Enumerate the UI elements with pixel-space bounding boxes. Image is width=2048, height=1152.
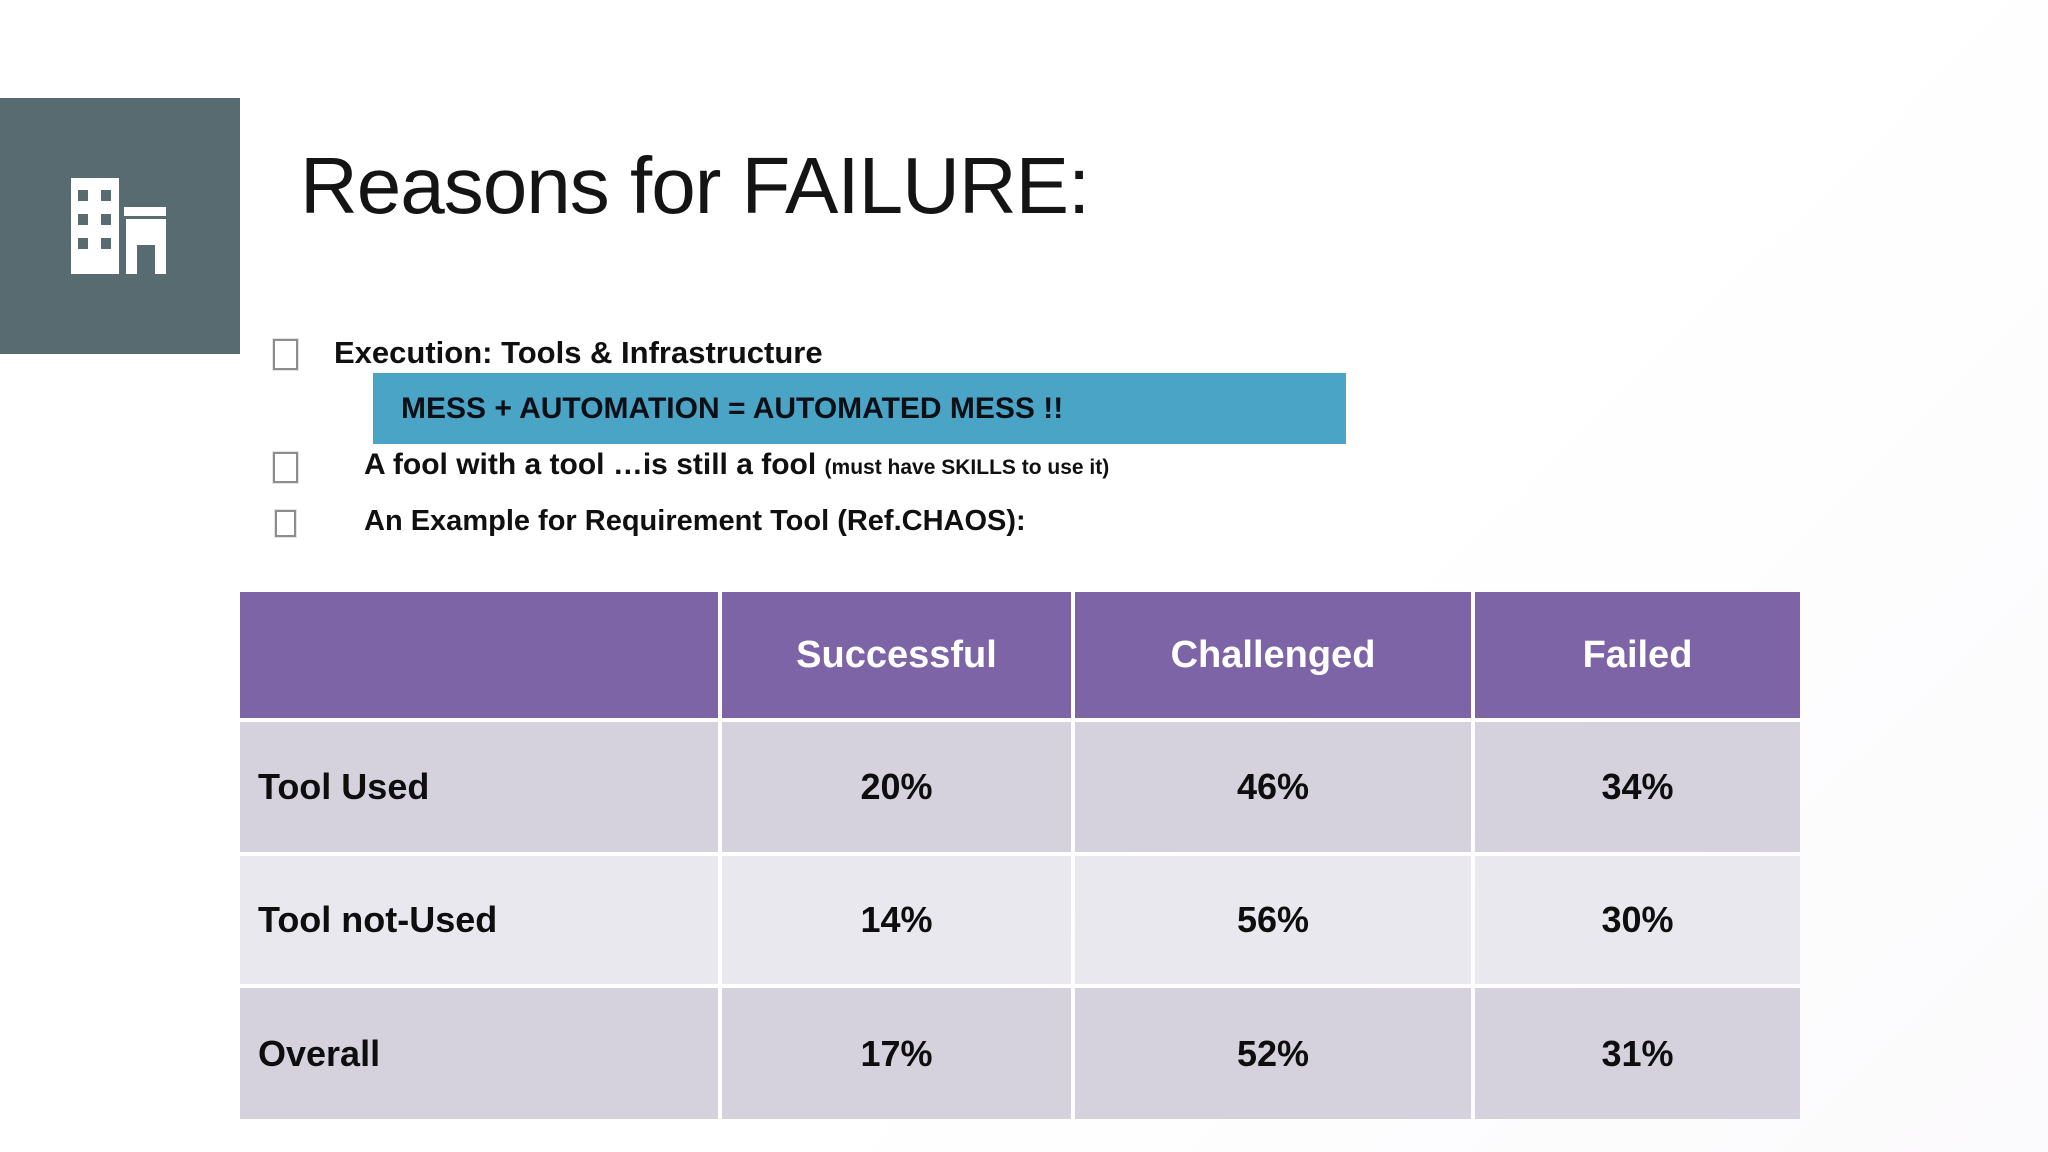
cell-overall-challenged: 52% bbox=[1075, 988, 1471, 1119]
bullet-execution-tools: Execution: Tools & Infrastructure bbox=[334, 335, 823, 370]
highlight-banner: MESS + AUTOMATION = AUTOMATED MESS !! bbox=[373, 373, 1346, 444]
cell-overall-failed: 31% bbox=[1475, 988, 1800, 1119]
bullet-fool-main: A fool with a tool …is still a fool bbox=[364, 448, 825, 481]
building-icon bbox=[71, 178, 166, 274]
cell-tool-not-used-successful: 14% bbox=[722, 856, 1071, 984]
bullet-box-icon bbox=[275, 510, 296, 537]
cell-tool-not-used-failed: 30% bbox=[1475, 856, 1800, 984]
table-header-successful: Successful bbox=[722, 592, 1071, 718]
table-header-failed: Failed bbox=[1475, 592, 1800, 718]
table-header-empty bbox=[240, 592, 718, 718]
bullet-box-icon bbox=[273, 339, 298, 370]
cell-overall-successful: 17% bbox=[722, 988, 1071, 1119]
table-header-challenged: Challenged bbox=[1075, 592, 1471, 718]
row-label-tool-not-used: Tool not-Used bbox=[240, 856, 718, 984]
row-label-tool-used: Tool Used bbox=[240, 722, 718, 852]
bullet-example-requirement-tool: An Example for Requirement Tool (Ref.CHA… bbox=[364, 505, 1026, 537]
cell-tool-used-successful: 20% bbox=[722, 722, 1071, 852]
row-label-overall: Overall bbox=[240, 988, 718, 1119]
page-title: Reasons for FAILURE: bbox=[300, 141, 1090, 230]
bullet-fool-with-tool: A fool with a tool …is still a fool (mus… bbox=[364, 448, 1109, 481]
bullet-box-icon bbox=[273, 452, 298, 483]
highlight-banner-text: MESS + AUTOMATION = AUTOMATED MESS !! bbox=[401, 391, 1064, 425]
bullet-fool-suffix: (must have SKILLS to use it) bbox=[824, 456, 1110, 479]
company-logo bbox=[0, 98, 240, 354]
chaos-results-table: Successful Challenged Failed Tool Used 2… bbox=[240, 592, 1800, 1119]
cell-tool-not-used-challenged: 56% bbox=[1075, 856, 1471, 984]
cell-tool-used-challenged: 46% bbox=[1075, 722, 1471, 852]
cell-tool-used-failed: 34% bbox=[1475, 722, 1800, 852]
